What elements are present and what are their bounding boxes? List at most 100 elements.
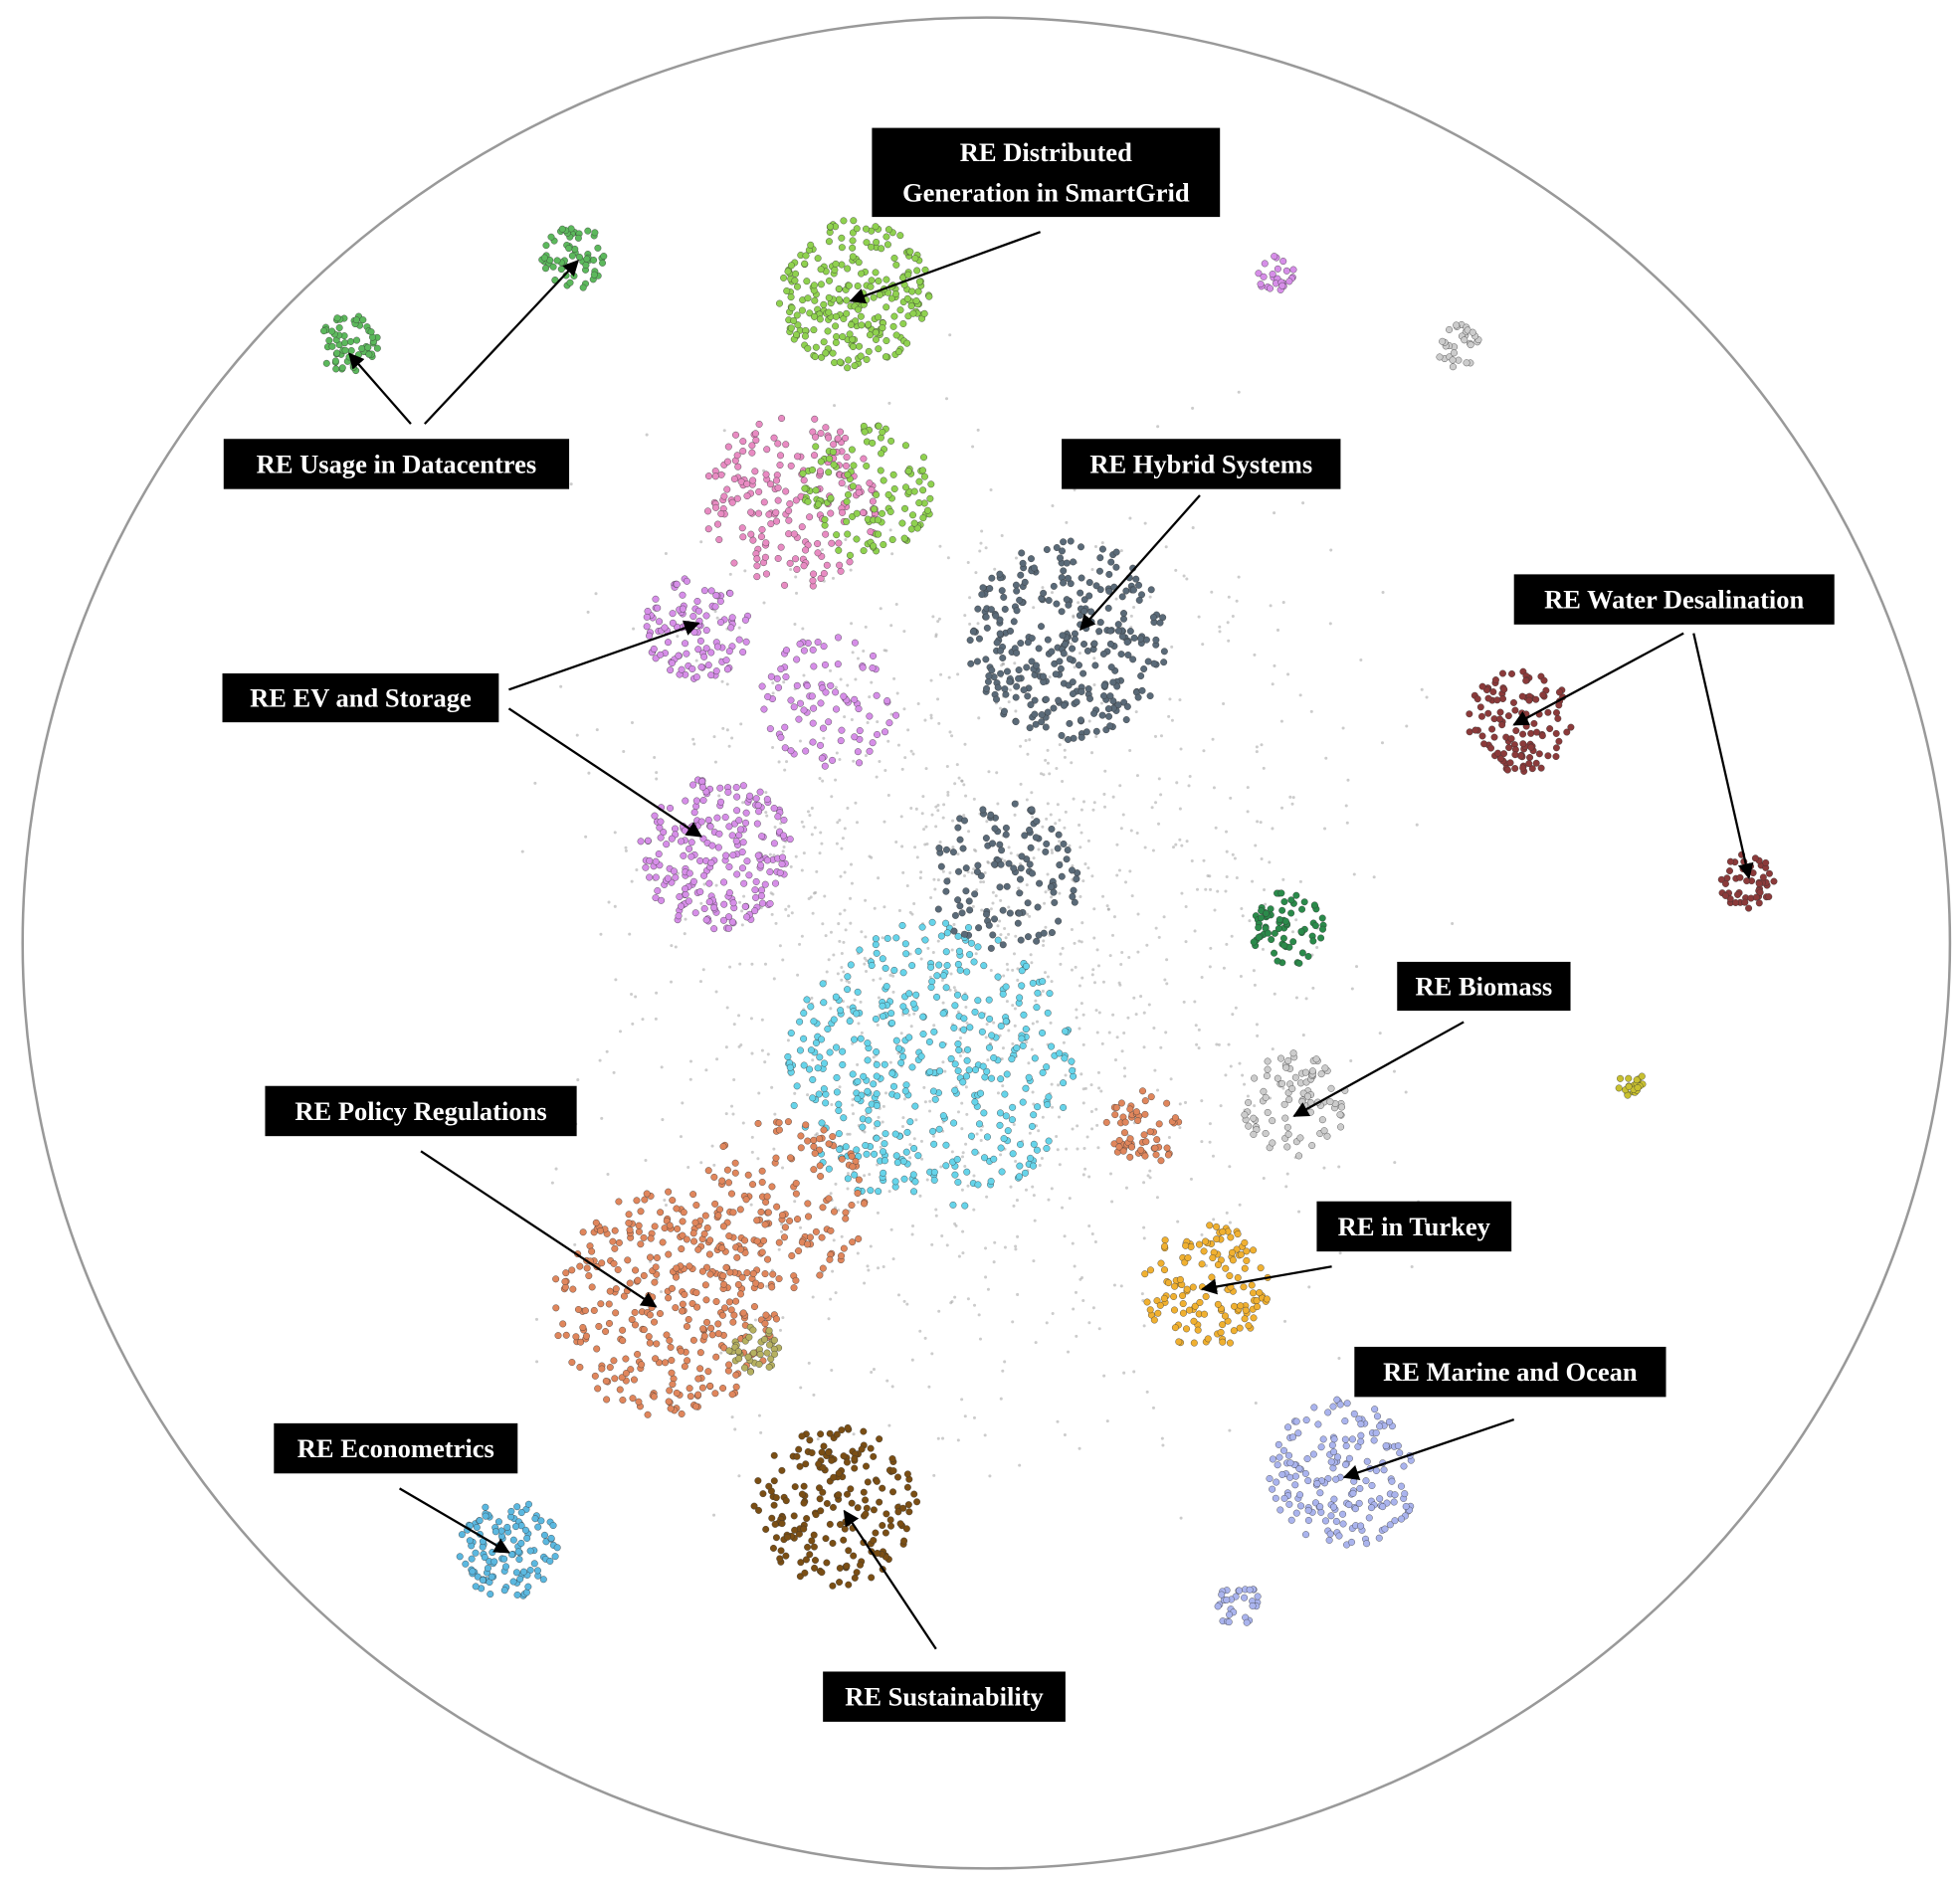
node — [954, 1067, 962, 1075]
background-node — [868, 1173, 872, 1177]
node — [825, 1448, 833, 1456]
background-node — [905, 1302, 909, 1306]
background-node — [753, 1318, 757, 1322]
background-node — [1297, 1210, 1301, 1214]
node — [836, 1579, 844, 1587]
node — [1278, 282, 1286, 289]
background-node — [1180, 891, 1184, 895]
node — [1308, 1067, 1316, 1075]
node — [1756, 888, 1764, 896]
node — [847, 1485, 855, 1493]
node — [1342, 1460, 1350, 1468]
node — [663, 841, 671, 848]
background-node — [1200, 1232, 1204, 1236]
background-node — [950, 948, 954, 952]
background-node — [999, 933, 1003, 937]
node — [1045, 597, 1053, 604]
node — [1519, 730, 1527, 738]
node — [739, 448, 747, 455]
background-node — [1114, 597, 1118, 601]
background-node — [1103, 769, 1107, 773]
background-node — [600, 1116, 604, 1120]
node — [894, 1508, 902, 1516]
node — [1357, 1437, 1365, 1445]
node — [1260, 273, 1268, 281]
background-node — [1208, 1122, 1212, 1126]
node — [749, 1349, 757, 1357]
node — [652, 873, 660, 881]
background-node — [808, 814, 812, 818]
node — [1726, 895, 1734, 903]
node — [930, 1140, 938, 1148]
node — [667, 1343, 675, 1351]
background-node — [1045, 817, 1049, 821]
node — [646, 1311, 654, 1319]
background-node — [1062, 1040, 1066, 1044]
background-node — [1091, 808, 1095, 812]
background-node — [749, 1017, 753, 1021]
node — [811, 1149, 819, 1157]
background-node — [1151, 1406, 1156, 1410]
node — [1749, 869, 1757, 877]
background-node — [1057, 1115, 1062, 1119]
node — [696, 637, 704, 645]
node — [899, 1157, 907, 1165]
node — [909, 511, 916, 519]
background-node — [1081, 1101, 1085, 1105]
node — [973, 868, 981, 875]
node — [817, 1430, 825, 1438]
background-node — [1032, 1194, 1036, 1198]
background-node — [1041, 586, 1045, 590]
background-node — [920, 1157, 924, 1161]
node — [776, 1555, 784, 1563]
node — [974, 943, 982, 951]
node — [579, 283, 587, 291]
background-node — [799, 1386, 803, 1390]
node — [974, 605, 982, 613]
node — [838, 261, 846, 269]
node — [839, 1060, 847, 1068]
node — [999, 906, 1007, 914]
node — [806, 513, 814, 521]
background-node — [1142, 1181, 1146, 1185]
node — [1073, 698, 1080, 706]
node — [775, 1238, 783, 1246]
node — [828, 1456, 836, 1464]
background-node — [1046, 802, 1050, 806]
background-node — [1239, 974, 1243, 978]
background-node — [781, 1316, 785, 1320]
background-node — [810, 833, 814, 837]
node — [1123, 702, 1131, 710]
node — [1095, 628, 1103, 636]
node — [1525, 760, 1533, 768]
node — [702, 627, 710, 635]
background-node — [1101, 980, 1105, 984]
background-node — [800, 820, 804, 824]
node — [725, 924, 732, 932]
node — [810, 1531, 818, 1539]
background-node — [691, 737, 695, 741]
node — [897, 1059, 905, 1067]
node — [977, 1089, 985, 1097]
node — [1053, 600, 1061, 608]
background-node — [712, 1513, 716, 1517]
background-node — [902, 1097, 906, 1101]
node — [750, 1502, 758, 1510]
background-node — [948, 730, 952, 734]
node — [1241, 1238, 1249, 1246]
background-node — [1271, 1047, 1274, 1051]
background-node — [1094, 1107, 1098, 1111]
node — [820, 1085, 828, 1093]
background-node — [1028, 1131, 1032, 1135]
background-node — [1047, 1198, 1051, 1202]
node — [641, 1196, 649, 1204]
node — [1018, 549, 1026, 557]
node — [735, 817, 743, 825]
node — [699, 797, 707, 805]
background-node — [850, 718, 854, 722]
node — [647, 1253, 654, 1261]
node — [665, 1188, 673, 1196]
background-node — [876, 1211, 880, 1215]
background-node — [968, 596, 972, 600]
node — [1107, 663, 1115, 671]
